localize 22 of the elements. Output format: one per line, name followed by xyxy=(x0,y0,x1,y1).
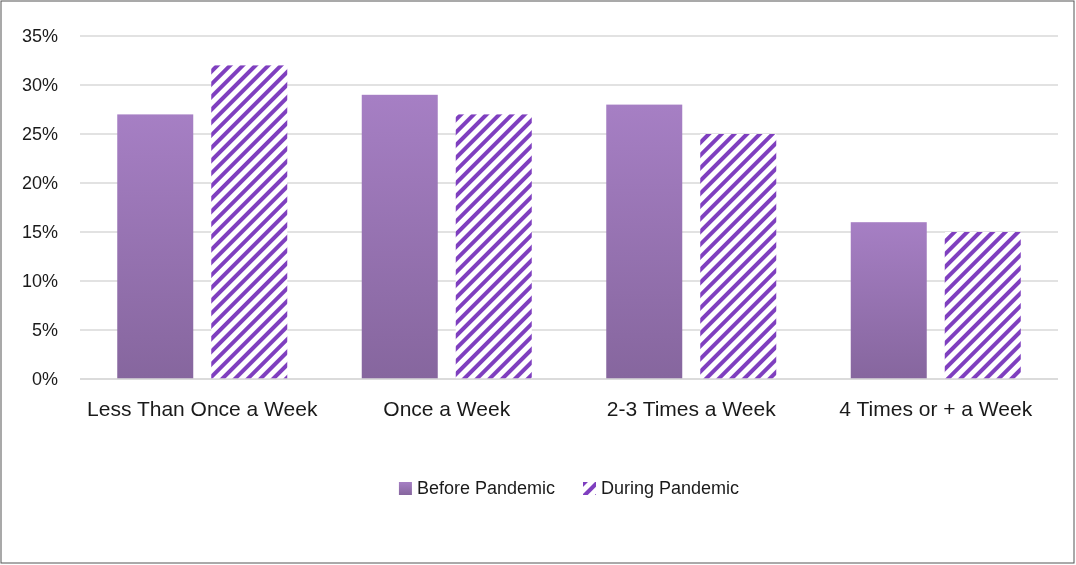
y-tick-label: 10% xyxy=(21,271,58,292)
y-tick-label: 25% xyxy=(21,124,58,145)
bar xyxy=(117,114,194,379)
y-tick-label: 15% xyxy=(21,222,58,243)
bar xyxy=(944,232,1021,379)
legend-label: Before Pandemic xyxy=(416,478,555,498)
bar xyxy=(455,114,532,379)
y-tick-label: 30% xyxy=(21,75,58,96)
bar xyxy=(361,94,438,379)
bar xyxy=(850,222,927,379)
bar xyxy=(211,65,288,379)
bar xyxy=(606,104,683,379)
bar xyxy=(700,134,777,379)
y-tick-label: 5% xyxy=(31,320,58,341)
x-tick-label: Once a Week xyxy=(383,397,511,420)
x-tick-label: 2-3 Times a Week xyxy=(606,397,777,420)
y-tick-label: 0% xyxy=(31,369,58,390)
x-tick-label: 4 Times or + a Week xyxy=(839,397,1033,420)
y-tick-label: 20% xyxy=(21,173,58,194)
x-tick-label: Less Than Once a Week xyxy=(87,397,318,420)
legend-label: During Pandemic xyxy=(601,478,740,498)
y-tick-label: 35% xyxy=(21,26,58,47)
